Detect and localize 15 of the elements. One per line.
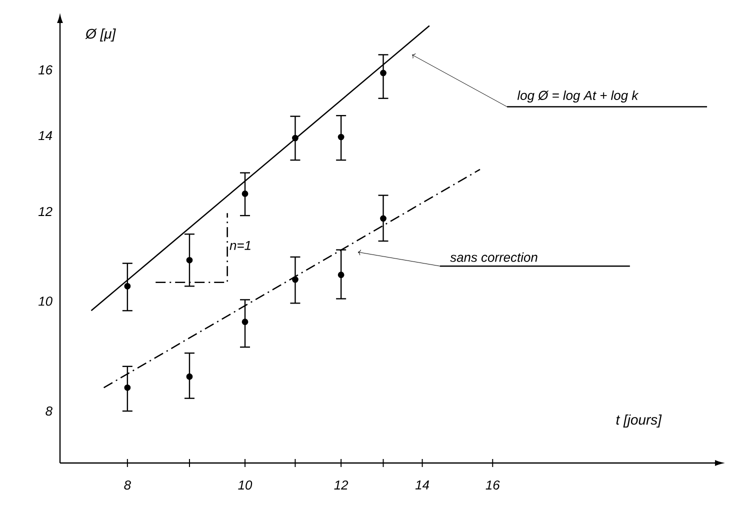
annotation: n=1: [230, 240, 250, 250]
x-tick-label: 14: [415, 480, 430, 490]
y-axis-title: Ø [μ]: [85, 28, 116, 42]
y-tick-label: 14: [38, 131, 52, 140]
annotation: sans correction: [450, 252, 538, 262]
y-tick-label: 8: [46, 406, 52, 416]
x-tick-label: 10: [238, 480, 252, 490]
y-tick-label: 12: [38, 206, 52, 216]
x-tick-label: 16: [486, 480, 500, 490]
y-tick-label: 16: [38, 65, 53, 74]
x-axis-title: t [jours]: [616, 414, 662, 428]
x-tick-label: 12: [334, 480, 348, 490]
x-tick-label: 8: [124, 480, 131, 490]
annotation: log Ø = log At + log k: [517, 90, 639, 103]
y-tick-label: 10: [38, 296, 52, 306]
